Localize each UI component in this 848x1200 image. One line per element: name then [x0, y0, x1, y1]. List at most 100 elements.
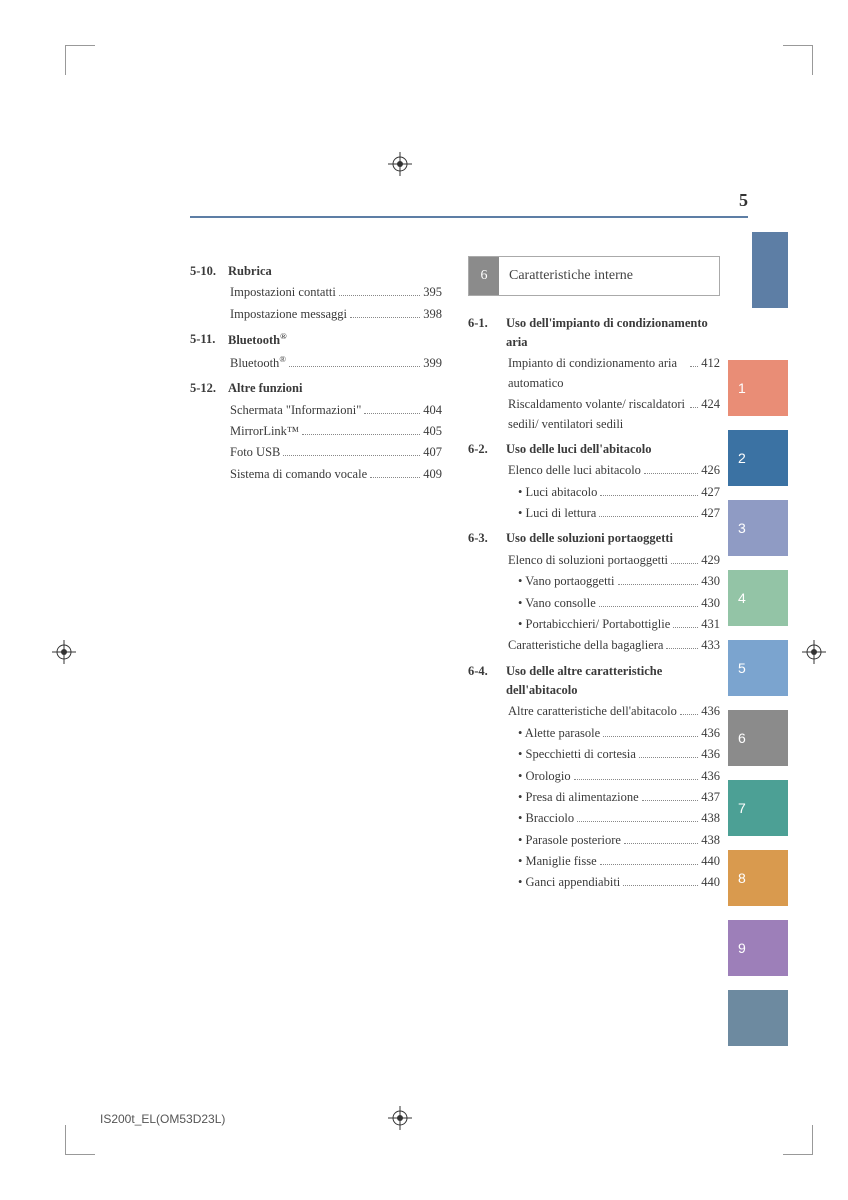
toc-entry-label: • Alette parasole: [518, 724, 600, 743]
chapter-tab[interactable]: 4: [728, 570, 788, 626]
registration-mark-icon: [52, 640, 76, 664]
toc-entry[interactable]: Foto USB407: [230, 443, 442, 462]
toc-leader-dots: [639, 757, 698, 758]
chapter-tab[interactable]: [728, 990, 788, 1046]
toc-entry-label: Elenco delle luci abitacolo: [508, 461, 641, 480]
chapter-tab[interactable]: 6: [728, 710, 788, 766]
toc-entry-page: 427: [701, 504, 720, 523]
toc-leader-dots: [289, 366, 420, 367]
toc-entry-page: 440: [701, 852, 720, 871]
toc-subentry[interactable]: • Ganci appendiabiti440: [518, 873, 720, 892]
toc-entry-page: 437: [701, 788, 720, 807]
toc-entry[interactable]: Impostazione messaggi398: [230, 305, 442, 324]
toc-leader-dots: [364, 413, 420, 414]
chapter-tab[interactable]: 7: [728, 780, 788, 836]
toc-entry[interactable]: Schermata "Informazioni" 404: [230, 401, 442, 420]
toc-entry-label: Impianto di condizionamento aria automat…: [508, 354, 687, 393]
toc-leader-dots: [690, 407, 698, 408]
toc-subentry[interactable]: • Portabicchieri/ Portabottiglie431: [518, 615, 720, 634]
top-color-tab: [752, 232, 788, 308]
crop-mark: [783, 1125, 813, 1155]
toc-leader-dots: [577, 821, 698, 822]
toc-leader-dots: [624, 843, 698, 844]
crop-mark: [65, 1125, 95, 1155]
chapter-tab[interactable]: 2: [728, 430, 788, 486]
toc-section-title: Uso dell'impianto di condizionamento ari…: [506, 314, 720, 353]
toc-section-number: 5-12.: [190, 379, 228, 398]
toc-subentry[interactable]: • Maniglie fisse 440: [518, 852, 720, 871]
toc-entry-label: • Luci di lettura: [518, 504, 596, 523]
toc-section-heading: 5-11.Bluetooth®: [190, 330, 442, 351]
toc-right-column: 6 Caratteristiche interne 6-1.Uso dell'i…: [468, 256, 720, 895]
toc-entry[interactable]: Elenco delle luci abitacolo 426: [508, 461, 720, 480]
chapter-tab[interactable]: 8: [728, 850, 788, 906]
toc-subentry[interactable]: • Vano consolle430: [518, 594, 720, 613]
chapter-tab[interactable]: 9: [728, 920, 788, 976]
toc-leader-dots: [666, 648, 698, 649]
toc-entry-label: Schermata "Informazioni": [230, 401, 361, 420]
toc-entry[interactable]: Bluetooth® 399: [230, 353, 442, 374]
toc-entry-page: 426: [701, 461, 720, 480]
toc-section-heading: 6-2.Uso delle luci dell'abitacolo: [468, 440, 720, 459]
chapter-number: 6: [469, 257, 499, 295]
chapter-tab[interactable]: 3: [728, 500, 788, 556]
toc-leader-dots: [644, 473, 698, 474]
toc-leader-dots: [690, 366, 698, 367]
toc-subentry[interactable]: • Vano portaoggetti430: [518, 572, 720, 591]
toc-entry[interactable]: Elenco di soluzioni portaoggetti429: [508, 551, 720, 570]
toc-entry-label: Impostazioni contatti: [230, 283, 336, 302]
toc-subentry[interactable]: • Presa di alimentazione437: [518, 788, 720, 807]
toc-entry-page: 431: [701, 615, 720, 634]
toc-section-number: 5-11.: [190, 330, 228, 351]
footer-document-code: IS200t_EL(OM53D23L): [100, 1112, 225, 1126]
toc-entry-page: 404: [423, 401, 442, 420]
toc-entry-page: 438: [701, 809, 720, 828]
toc-entry-page: 436: [701, 745, 720, 764]
toc-entry[interactable]: Altre caratteristiche dell'abitacolo 436: [508, 702, 720, 721]
toc-entry-page: 405: [423, 422, 442, 441]
toc-content: 5-10.RubricaImpostazioni contatti395Impo…: [190, 256, 720, 895]
toc-leader-dots: [600, 864, 699, 865]
toc-section-number: 6-1.: [468, 314, 506, 353]
toc-entry-label: • Maniglie fisse: [518, 852, 597, 871]
toc-entry[interactable]: Impostazioni contatti395: [230, 283, 442, 302]
toc-entry-page: 436: [701, 767, 720, 786]
toc-section-number: 6-2.: [468, 440, 506, 459]
chapter-tab[interactable]: 1: [728, 360, 788, 416]
toc-section-number: 6-4.: [468, 662, 506, 701]
toc-section-title: Bluetooth®: [228, 330, 442, 351]
toc-entry-page: 436: [701, 702, 720, 721]
toc-subentry[interactable]: • Bracciolo438: [518, 809, 720, 828]
toc-leader-dots: [642, 800, 699, 801]
toc-leader-dots: [302, 434, 420, 435]
toc-entry-label: Sistema di comando vocale: [230, 465, 367, 484]
toc-entry[interactable]: Impianto di condizionamento aria automat…: [508, 354, 720, 393]
toc-subentry[interactable]: • Luci abitacolo427: [518, 483, 720, 502]
toc-subentry[interactable]: • Luci di lettura 427: [518, 504, 720, 523]
toc-entry-label: • Luci abitacolo: [518, 483, 597, 502]
toc-entry-page: 438: [701, 831, 720, 850]
toc-entry[interactable]: MirrorLink™405: [230, 422, 442, 441]
chapter-title: Caratteristiche interne: [499, 257, 719, 295]
toc-section-title: Altre funzioni: [228, 379, 442, 398]
chapter-tabs: 1 2 3 4 5 6 7 8 9: [728, 360, 788, 1060]
toc-entry-page: 436: [701, 724, 720, 743]
toc-entry-label: • Parasole posteriore: [518, 831, 621, 850]
toc-subentry[interactable]: • Parasole posteriore 438: [518, 831, 720, 850]
chapter-tab[interactable]: 5: [728, 640, 788, 696]
toc-entry-label: Impostazione messaggi: [230, 305, 347, 324]
toc-entry-label: • Vano portaoggetti: [518, 572, 615, 591]
toc-entry[interactable]: Sistema di comando vocale409: [230, 465, 442, 484]
toc-entry-label: • Orologio: [518, 767, 571, 786]
crop-mark: [783, 45, 813, 75]
toc-subentry[interactable]: • Orologio 436: [518, 767, 720, 786]
toc-subentry[interactable]: • Alette parasole 436: [518, 724, 720, 743]
toc-entry-page: 399: [423, 354, 442, 373]
toc-entry-label: Bluetooth®: [230, 353, 286, 374]
toc-entry-label: Altre caratteristiche dell'abitacolo: [508, 702, 677, 721]
toc-entry-page: 433: [701, 636, 720, 655]
toc-entry[interactable]: Caratteristiche della bagagliera433: [508, 636, 720, 655]
toc-entry[interactable]: Riscaldamento volante/ riscaldatori sedi…: [508, 395, 720, 434]
toc-entry-page: 407: [423, 443, 442, 462]
toc-subentry[interactable]: • Specchietti di cortesia436: [518, 745, 720, 764]
